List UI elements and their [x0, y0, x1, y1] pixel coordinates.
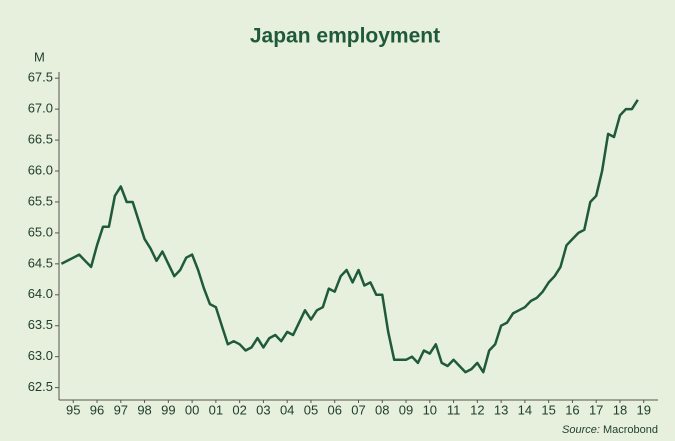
source-name: Macrobond: [603, 424, 658, 436]
x-tick-label: 18: [613, 402, 627, 417]
y-tick-label: 65.0: [28, 224, 53, 239]
y-tick-label: 63.5: [28, 317, 53, 332]
x-tick-label: 97: [114, 402, 128, 417]
x-tick-label: 11: [447, 402, 461, 417]
x-tick-label: 05: [304, 402, 318, 417]
x-tick-label: 17: [589, 402, 603, 417]
y-axis-label: M: [34, 49, 45, 64]
x-tick-label: 99: [161, 402, 175, 417]
x-tick-label: 19: [637, 402, 651, 417]
x-tick-label: 14: [518, 402, 532, 417]
x-tick-label: 03: [256, 402, 270, 417]
y-tick-label: 67.5: [28, 70, 53, 85]
y-tick-label: 65.5: [28, 193, 53, 208]
x-tick-label: 06: [327, 402, 341, 417]
line: [60, 99, 639, 374]
x-tick-label: 16: [565, 402, 579, 417]
x-tick-label: 02: [232, 402, 246, 417]
y-tick-label: 62.5: [28, 379, 53, 394]
x-tick-label: 08: [375, 402, 389, 417]
y-tick-label: 67.0: [28, 101, 53, 116]
y-tick-label: 64.0: [28, 286, 53, 301]
y-tick-label: 64.5: [28, 255, 53, 270]
x-tick-label: 15: [541, 402, 555, 417]
x-tick-label: 10: [423, 402, 437, 417]
y-tick-label: 63.0: [28, 348, 53, 363]
chart-title: Japan employment: [250, 25, 440, 48]
x-tick-label: 07: [351, 402, 365, 417]
x-tick-label: 01: [209, 402, 223, 417]
x-tick-label: 04: [280, 402, 294, 417]
x-tick-label: 96: [90, 402, 104, 417]
x-tick-label: 09: [399, 402, 413, 417]
x-tick-label: 00: [185, 402, 199, 417]
source: Source: Macrobond: [562, 424, 658, 436]
y-tick-label: 66.5: [28, 132, 53, 147]
x-tick-label: 95: [66, 402, 80, 417]
x-tick-label: 12: [470, 402, 484, 417]
source-label: Source:: [562, 424, 600, 436]
x-tick-label: 98: [137, 402, 151, 417]
x-tick-label: 13: [494, 402, 508, 417]
y-tick-label: 66.0: [28, 162, 53, 177]
